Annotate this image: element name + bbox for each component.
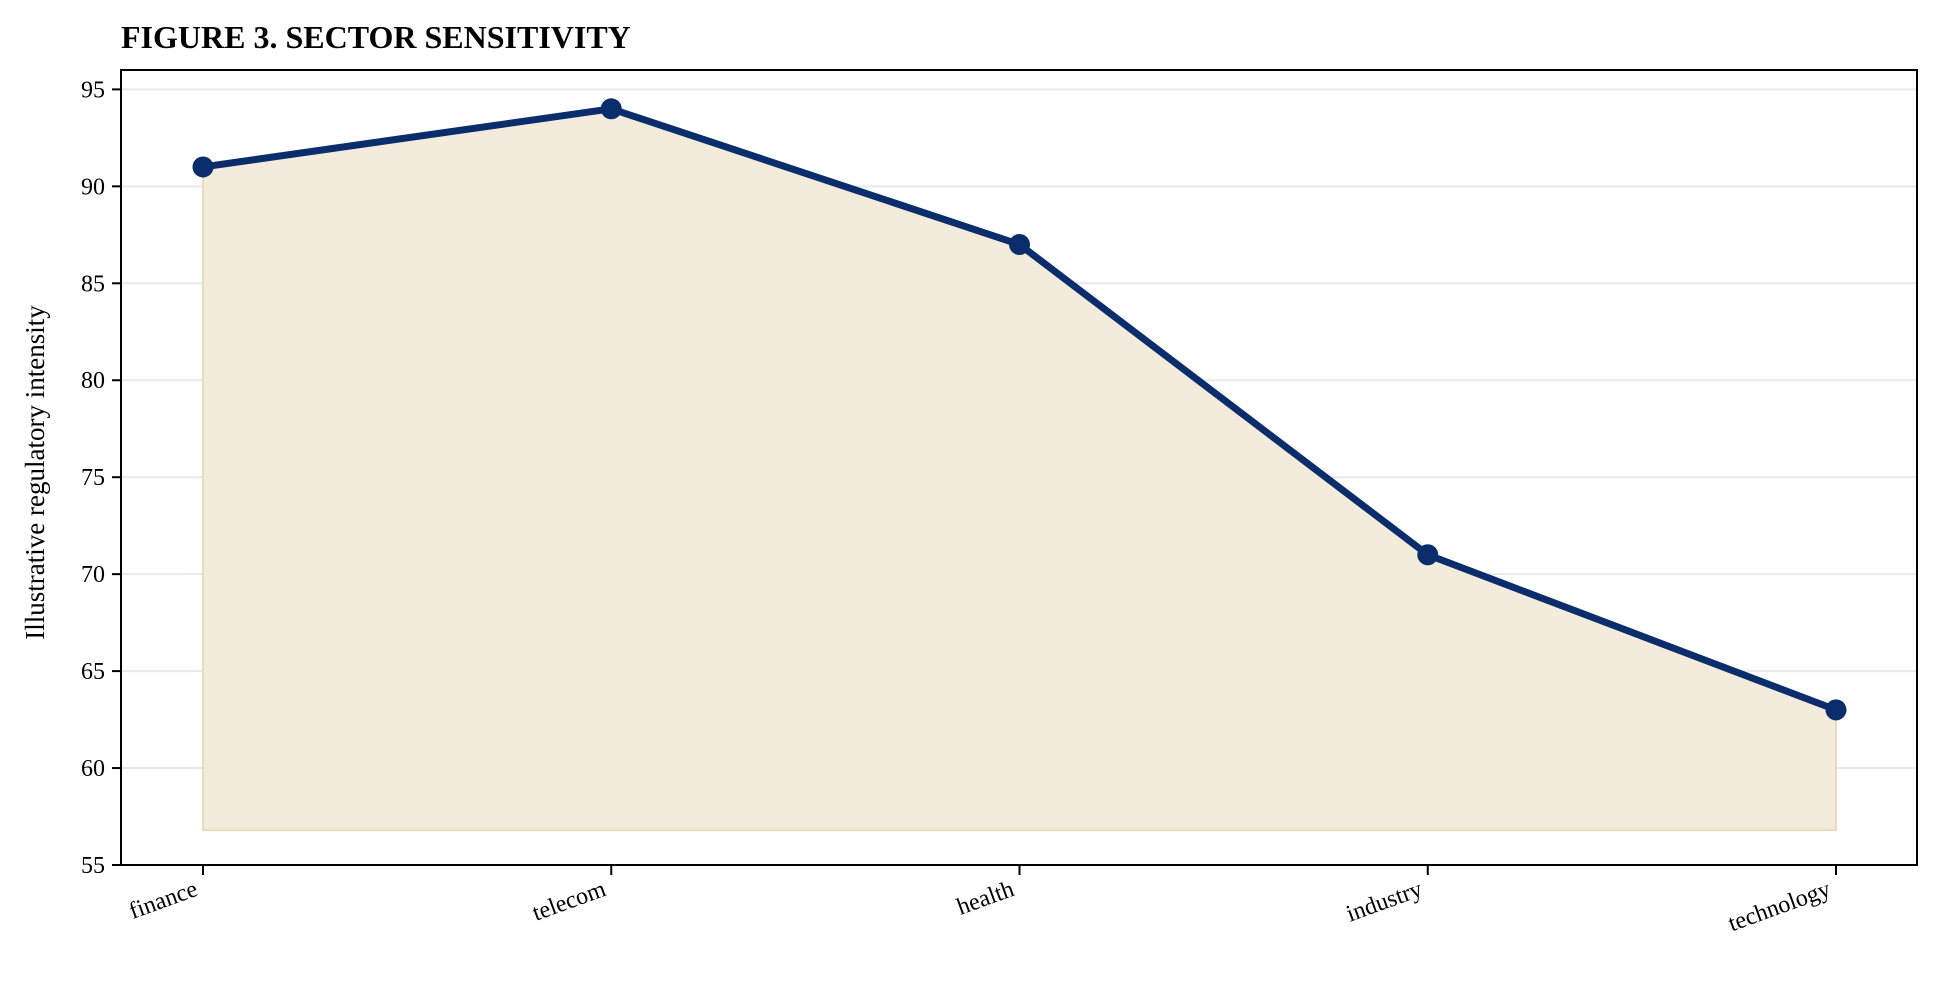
data-point-health	[1009, 234, 1030, 256]
y-tick-label-65: 65	[81, 659, 105, 685]
data-points	[192, 98, 1847, 721]
data-point-technology	[1825, 699, 1847, 721]
y-tick-label-60: 60	[81, 756, 105, 782]
y-axis-label: Illustrative regulatory intensity	[20, 305, 50, 640]
data-point-industry	[1417, 544, 1439, 566]
chart-title: FIGURE 3. SECTOR SENSITIVITY	[121, 19, 631, 55]
x-tick-label-industry: industry	[1343, 876, 1426, 927]
x-tick-label-finance: finance	[126, 876, 201, 925]
x-tick-label-technology: technology	[1725, 876, 1834, 937]
y-tick-label-90: 90	[81, 174, 105, 200]
y-tick-label-75: 75	[81, 465, 105, 491]
data-point-telecom	[600, 98, 622, 120]
y-tick-label-70: 70	[81, 562, 105, 588]
y-tick-label-55: 55	[81, 853, 105, 879]
x-axis-ticks: finance telecom health industry technology	[126, 865, 1837, 937]
x-tick-label-health: health	[954, 876, 1018, 920]
area-fill	[202, 107, 1837, 832]
y-tick-label-80: 80	[81, 368, 105, 394]
y-axis-ticks: 55 60 65 70 75 80 85 90 95	[81, 77, 121, 879]
x-tick-label-telecom: telecom	[529, 876, 610, 927]
data-point-finance	[192, 156, 214, 178]
y-tick-label-95: 95	[81, 77, 105, 103]
y-tick-label-85: 85	[81, 271, 105, 297]
area-fill-layer	[202, 107, 1837, 832]
